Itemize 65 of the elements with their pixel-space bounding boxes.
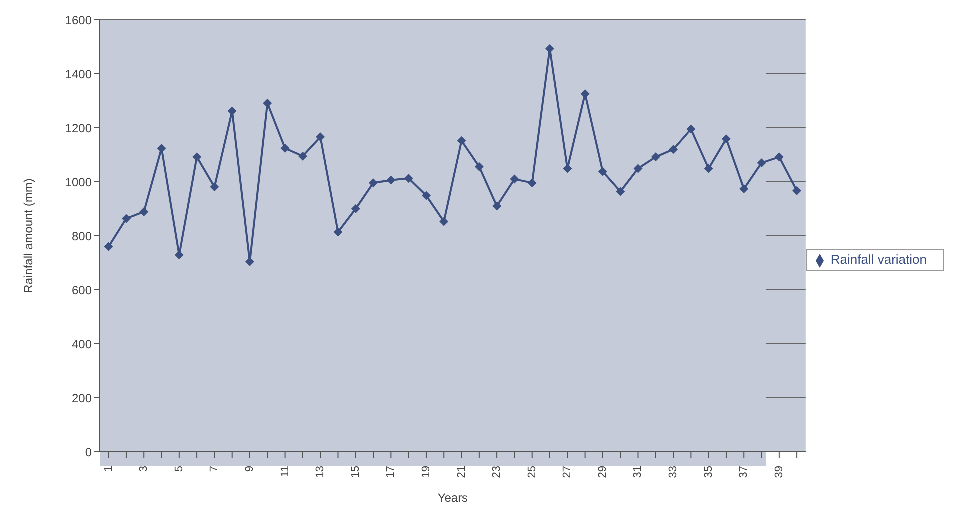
point xyxy=(422,191,431,200)
point xyxy=(192,152,202,162)
point xyxy=(528,178,537,188)
point xyxy=(722,134,731,144)
x-tick-label: 5 xyxy=(173,466,186,472)
point xyxy=(298,152,308,161)
x-tick-label: 11 xyxy=(279,466,292,478)
point xyxy=(210,182,220,192)
y-tick-label: 1600 xyxy=(65,13,92,28)
x-tick-label: 3 xyxy=(138,466,150,472)
point xyxy=(774,152,784,162)
point xyxy=(386,176,396,185)
point xyxy=(457,136,466,146)
point xyxy=(351,204,360,214)
x-tick-label: 17 xyxy=(385,466,398,478)
point xyxy=(740,184,749,194)
y-tick-label: 1000 xyxy=(65,175,92,190)
point xyxy=(369,178,378,188)
x-tick-label: 1 xyxy=(102,466,115,472)
point xyxy=(598,167,608,176)
point xyxy=(616,187,626,196)
x-tick-label: 21 xyxy=(456,466,468,478)
point xyxy=(280,144,290,154)
y-tick-label: 800 xyxy=(72,229,92,244)
x-tick-label: 13 xyxy=(314,466,327,478)
x-tick-label: 27 xyxy=(562,466,574,478)
x-tick-label: 9 xyxy=(244,466,256,472)
point xyxy=(792,186,802,196)
y-tick-label: 0 xyxy=(85,445,92,460)
point xyxy=(757,158,766,168)
point xyxy=(510,174,520,184)
x-tick-label: 15 xyxy=(350,466,362,478)
x-tick-label: 33 xyxy=(668,466,680,478)
y-axis-title: Rainfall amount (mm) xyxy=(21,178,36,294)
point xyxy=(474,162,484,172)
y-tick-label: 1200 xyxy=(65,121,92,136)
x-axis-title: Years xyxy=(438,491,468,505)
x-tick-label: 37 xyxy=(738,466,750,478)
point xyxy=(669,145,678,154)
point xyxy=(334,228,343,237)
point xyxy=(140,207,149,216)
x-tick-label: 39 xyxy=(773,466,786,478)
point xyxy=(651,152,660,162)
point xyxy=(440,217,449,226)
point xyxy=(122,214,131,224)
point xyxy=(263,98,272,108)
x-tick-label: 35 xyxy=(702,466,715,478)
point xyxy=(686,124,696,134)
x-tick-label: 23 xyxy=(491,466,504,478)
y-tick-label: 400 xyxy=(72,337,92,352)
x-tick-label: 29 xyxy=(596,466,609,478)
y-tick-label: 200 xyxy=(72,391,92,406)
point xyxy=(492,202,502,211)
point xyxy=(104,242,114,252)
x-tick-label: 31 xyxy=(632,466,644,478)
point xyxy=(704,164,714,174)
point xyxy=(316,132,326,142)
point xyxy=(404,174,414,183)
y-tick-label: 1400 xyxy=(65,67,92,82)
y-tick-label: 600 xyxy=(72,283,92,298)
legend-label: Rainfall variation xyxy=(830,252,927,268)
x-tick-label: 25 xyxy=(526,466,538,478)
point xyxy=(634,164,643,174)
x-tick-label: 19 xyxy=(420,466,432,478)
x-tick-label: 7 xyxy=(208,466,221,472)
